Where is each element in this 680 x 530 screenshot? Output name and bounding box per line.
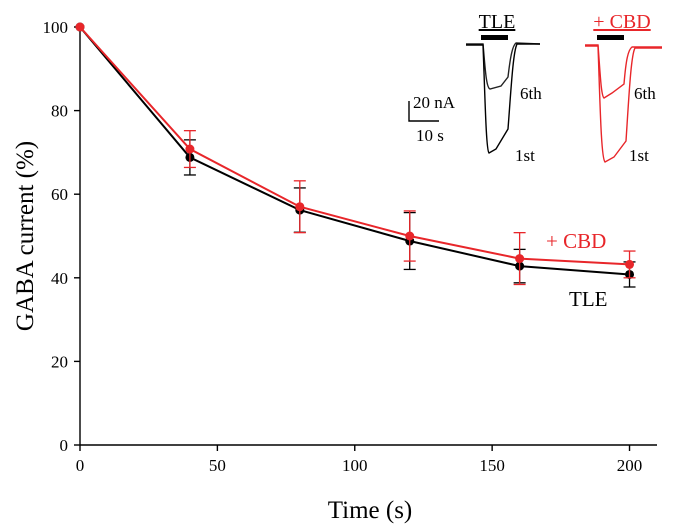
series-label-tle: TLE (569, 287, 607, 311)
y-tick-label: 40 (51, 269, 68, 288)
trace-label-cbd-6th: 6th (634, 84, 656, 103)
current-traces-inset: TLE 6th 1st 20 nA 10 s + CBD 6th 1st (408, 11, 662, 165)
x-axis-title: Time (s) (328, 497, 413, 524)
scale-label-current: 20 nA (413, 93, 456, 112)
trace-label-cbd-1st: 1st (629, 146, 649, 165)
data-point (405, 231, 415, 241)
series-label-cbd: + CBD (546, 229, 606, 253)
trace-tle-1st (466, 43, 540, 154)
trace-cbd-6th (585, 44, 662, 99)
y-tick-label: 60 (51, 185, 68, 204)
inset-title-tle: TLE (479, 11, 516, 33)
scale-label-time: 10 s (416, 126, 444, 145)
inset-title-cbd: + CBD (593, 11, 650, 33)
y-axis-ticks: 0 20 40 60 80 100 (43, 18, 80, 455)
x-tick-label: 150 (479, 456, 505, 475)
x-tick-label: 50 (209, 456, 226, 475)
data-point (625, 259, 635, 269)
axes (79, 25, 657, 446)
data-point (295, 202, 305, 212)
series-line (79, 26, 630, 276)
data-point (185, 144, 195, 154)
x-tick-label: 100 (342, 456, 368, 475)
trace-label-tle-1st: 1st (515, 146, 535, 165)
data-point (515, 254, 525, 264)
application-bar-cbd (597, 35, 624, 40)
application-bar-tle (481, 35, 508, 40)
x-axis-ticks: 0 50 100 150 200 (76, 445, 643, 475)
y-axis-title: GABA current (%) (12, 141, 39, 331)
series-layer (75, 22, 636, 288)
y-tick-label: 100 (43, 18, 69, 37)
x-tick-label: 0 (76, 456, 85, 475)
y-tick-label: 80 (51, 102, 68, 121)
y-tick-label: 0 (60, 436, 69, 455)
trace-tle-6th (466, 42, 541, 90)
y-tick-label: 20 (51, 352, 68, 371)
series-cbd (75, 22, 636, 286)
x-tick-label: 200 (617, 456, 643, 475)
scale-bar (408, 101, 439, 122)
trace-cbd-1st (585, 45, 662, 163)
data-point (75, 22, 85, 32)
series-line (79, 26, 630, 266)
trace-label-tle-6th: 6th (520, 84, 542, 103)
